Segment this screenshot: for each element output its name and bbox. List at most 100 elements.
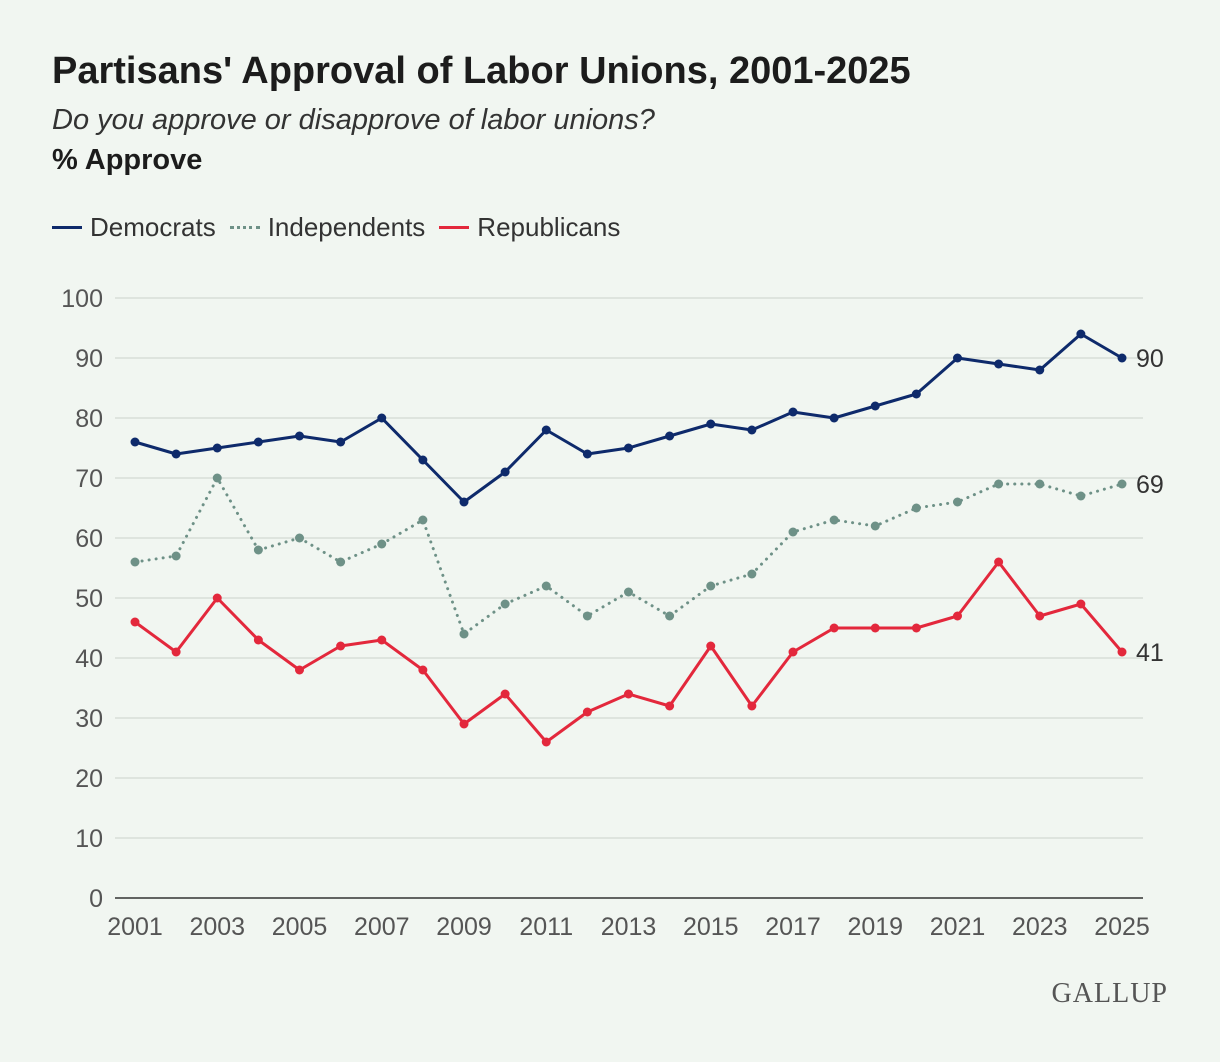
data-point-democrats — [870, 401, 880, 411]
data-point-democrats — [747, 425, 757, 435]
legend-swatch-republicans — [439, 226, 470, 229]
data-point-democrats — [377, 413, 387, 423]
data-point-republicans — [1035, 611, 1045, 621]
data-point-republicans — [295, 665, 304, 675]
y-tick-label: 40 — [75, 645, 103, 673]
data-point-republicans — [336, 641, 346, 651]
data-point-republicans — [829, 623, 839, 633]
data-point-republicans — [1076, 599, 1086, 609]
data-point-independents — [500, 599, 510, 609]
data-point-democrats — [829, 413, 839, 423]
x-tick-label: 2005 — [272, 913, 328, 941]
y-tick-label: 30 — [75, 705, 103, 733]
data-point-independents — [582, 611, 592, 621]
legend-item-republicans: Republicans — [439, 212, 620, 243]
data-point-democrats — [582, 449, 592, 459]
data-point-independents — [994, 479, 1004, 489]
data-point-independents — [418, 515, 428, 525]
legend-label-independents: Independents — [267, 212, 426, 242]
y-tick-label: 60 — [75, 525, 103, 553]
y-tick-label: 20 — [75, 765, 103, 793]
data-point-democrats — [171, 449, 181, 459]
data-point-independents — [706, 581, 716, 591]
data-point-republicans — [171, 647, 181, 657]
data-point-republicans — [130, 617, 140, 627]
data-point-republicans — [994, 557, 1004, 567]
data-point-republicans — [212, 593, 222, 603]
data-point-democrats — [953, 353, 962, 363]
data-point-republicans — [706, 641, 716, 651]
data-point-independents — [295, 533, 304, 543]
data-point-democrats — [130, 437, 140, 447]
data-point-independents — [829, 515, 839, 525]
legend-swatch-independents — [229, 226, 260, 229]
data-point-independents — [1035, 479, 1045, 489]
x-tick-label: 2003 — [189, 913, 245, 941]
data-point-democrats — [541, 425, 551, 435]
data-point-democrats — [788, 407, 798, 417]
data-point-independents — [911, 503, 921, 513]
data-point-democrats — [212, 443, 222, 453]
data-point-independents — [253, 545, 263, 555]
data-point-democrats — [1035, 365, 1045, 375]
data-point-republicans — [377, 635, 387, 645]
x-tick-label: 2017 — [765, 913, 821, 941]
data-point-independents — [788, 527, 798, 537]
data-point-independents — [747, 569, 757, 579]
legend-label-republicans: Republicans — [477, 212, 621, 242]
data-point-republicans — [870, 623, 880, 633]
y-tick-label: 70 — [75, 465, 103, 493]
data-point-democrats — [994, 359, 1004, 369]
x-tick-label: 2013 — [601, 913, 657, 941]
data-point-republicans — [582, 707, 592, 717]
legend-swatch-democrats — [52, 226, 82, 229]
data-point-democrats — [665, 431, 675, 441]
data-point-democrats — [624, 443, 633, 453]
y-tick-label: 90 — [75, 345, 103, 373]
data-point-democrats — [1117, 353, 1127, 363]
data-point-democrats — [336, 437, 346, 447]
data-point-republicans — [1117, 647, 1127, 657]
data-point-democrats — [295, 431, 304, 441]
data-point-independents — [336, 557, 346, 567]
data-point-republicans — [788, 647, 798, 657]
data-point-republicans — [459, 719, 469, 729]
data-point-independents — [1076, 491, 1086, 501]
data-point-independents — [377, 539, 387, 549]
data-point-independents — [870, 521, 880, 531]
data-point-republicans — [418, 665, 428, 675]
data-point-republicans — [747, 701, 757, 711]
data-point-republicans — [665, 701, 675, 711]
end-label-democrats: 90 — [1136, 345, 1164, 373]
x-tick-label: 2011 — [519, 913, 573, 941]
data-point-independents — [212, 473, 222, 483]
y-tick-label: 50 — [75, 585, 103, 613]
data-point-republicans — [500, 689, 510, 699]
data-point-democrats — [1076, 329, 1086, 339]
data-point-democrats — [911, 389, 921, 399]
data-point-independents — [624, 587, 633, 597]
data-point-democrats — [500, 467, 510, 477]
x-tick-label: 2019 — [847, 913, 903, 941]
x-tick-label: 2015 — [683, 913, 739, 941]
series-line-independents — [133, 476, 1124, 636]
legend-item-democrats: Democrats — [52, 212, 216, 243]
chart-title: Partisans' Approval of Labor Unions, 200… — [52, 50, 911, 92]
y-tick-label: 80 — [75, 405, 103, 433]
data-point-democrats — [706, 419, 716, 429]
data-point-republicans — [541, 737, 551, 747]
data-point-independents — [459, 629, 469, 639]
data-point-independents — [953, 497, 962, 507]
end-label-republicans: 41 — [1136, 639, 1164, 667]
data-point-independents — [130, 557, 140, 567]
data-point-independents — [171, 551, 181, 561]
data-point-republicans — [624, 689, 633, 699]
chart-subtitle: Do you approve or disapprove of labor un… — [52, 104, 655, 136]
legend: Democrats Independents Republicans — [52, 212, 634, 243]
gallup-logo: GALLUP — [1051, 978, 1168, 1009]
x-tick-label: 2001 — [107, 913, 163, 941]
data-point-independents — [541, 581, 551, 591]
legend-label-democrats: Democrats — [90, 212, 216, 242]
measure-label: % Approve — [52, 144, 203, 176]
